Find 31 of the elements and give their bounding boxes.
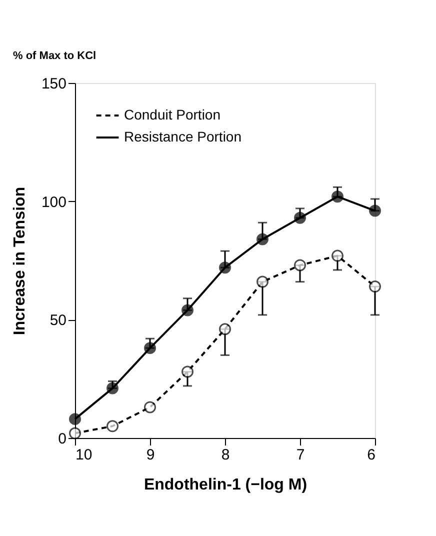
point — [369, 280, 381, 293]
point — [144, 342, 156, 354]
point — [69, 413, 81, 426]
point — [369, 204, 381, 217]
x-tick-label: 9 — [146, 446, 155, 464]
point — [332, 190, 344, 203]
x-tick-label: 6 — [367, 446, 376, 464]
y-tick-label: 50 — [50, 312, 66, 330]
text: % of Max to KCl — [13, 50, 96, 62]
point — [294, 212, 306, 224]
y-tick-label: 0 — [58, 430, 66, 448]
legend-label: Resistance Portion — [124, 128, 242, 144]
point — [256, 233, 268, 246]
point — [256, 276, 268, 288]
point — [219, 323, 231, 336]
point — [182, 304, 194, 316]
legend-label: Conduit Portion — [124, 106, 221, 122]
x-axis-title: Endothelin-1 (−log M) — [144, 476, 308, 494]
point — [294, 259, 306, 272]
x-tick-label: 7 — [296, 446, 305, 464]
y-tick-label: 100 — [41, 194, 66, 211]
point — [219, 262, 231, 274]
x-tick-label: 10 — [76, 446, 92, 464]
point — [144, 401, 156, 414]
y-axis-title: Increase in Tension — [11, 186, 28, 336]
x-tick-label: 8 — [221, 446, 230, 464]
point — [332, 250, 344, 262]
y-tick-label: 150 — [41, 76, 66, 92]
point — [182, 366, 194, 378]
point — [106, 382, 118, 394]
point — [106, 420, 118, 432]
